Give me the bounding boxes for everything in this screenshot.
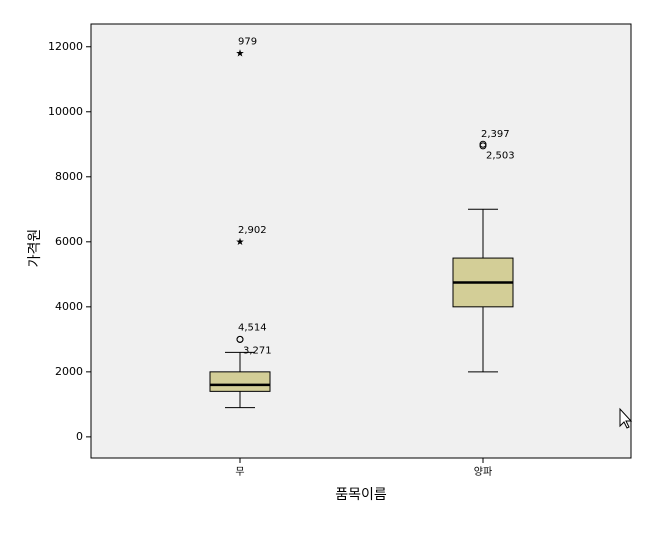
- outlier-label: 2,503: [486, 150, 515, 161]
- outlier-star: [236, 237, 244, 246]
- y-tick-label: 6000: [55, 235, 83, 248]
- y-axis-label: 가격원: [27, 229, 43, 268]
- outlier-circle: [236, 335, 244, 343]
- outlier-label: 979: [238, 36, 257, 47]
- y-tick-label: 12000: [48, 40, 83, 53]
- x-tick-label: 무: [235, 467, 244, 478]
- y-tick-label: 2000: [55, 365, 83, 378]
- x-axis-label: 품목이름: [335, 487, 387, 503]
- outlier-label: 2,902: [238, 225, 267, 236]
- outlier-star: [236, 49, 244, 57]
- outlier-label: 4,514: [238, 322, 267, 333]
- outlier-circle: [479, 140, 487, 148]
- plot-area: [90, 23, 632, 459]
- x-tick-label: 양파: [474, 466, 492, 478]
- y-tick-label: 10000: [48, 105, 83, 118]
- y-tick-label: 8000: [55, 170, 83, 183]
- outlier-label: 3,271: [243, 345, 272, 356]
- mouse-cursor: [619, 407, 633, 429]
- y-tick-label: 4000: [55, 300, 83, 313]
- box: [209, 371, 271, 392]
- outlier-label: 2,397: [481, 129, 510, 140]
- y-tick-label: 0: [76, 430, 83, 443]
